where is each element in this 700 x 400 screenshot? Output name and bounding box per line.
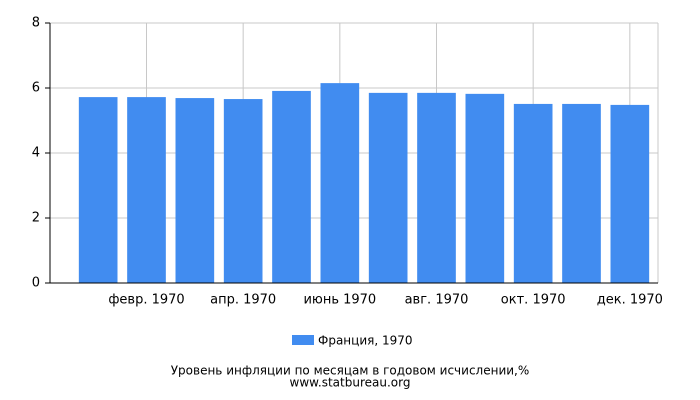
bar (127, 97, 166, 283)
x-tick-label: окт. 1970 (501, 293, 566, 308)
bar (223, 99, 263, 283)
y-tick-label: 8 (32, 16, 40, 31)
legend-swatch (292, 335, 314, 345)
bar (320, 83, 360, 283)
bar (272, 90, 311, 283)
x-tick-label: февр. 1970 (108, 293, 184, 308)
bar (368, 92, 408, 283)
y-tick-label: 6 (32, 81, 40, 96)
y-tick-label: 4 (32, 146, 40, 161)
x-tick-label: июнь 1970 (303, 293, 376, 308)
chart-title: Уровень инфляции по месяцам в годовом ис… (171, 364, 530, 378)
bar (175, 98, 215, 283)
x-tick-label: дек. 1970 (597, 293, 663, 308)
x-tick-label: апр. 1970 (210, 293, 276, 308)
bar (78, 97, 118, 283)
y-tick-label: 2 (32, 211, 40, 226)
x-tick-label: авг. 1970 (405, 293, 469, 308)
bar (417, 92, 456, 283)
bar (465, 93, 505, 283)
legend-label: Франция, 1970 (318, 334, 413, 348)
bar (610, 104, 650, 284)
source: www.statbureau.org (290, 376, 411, 390)
y-tick-label: 0 (32, 276, 40, 291)
bar (562, 103, 601, 283)
bar (513, 103, 553, 283)
